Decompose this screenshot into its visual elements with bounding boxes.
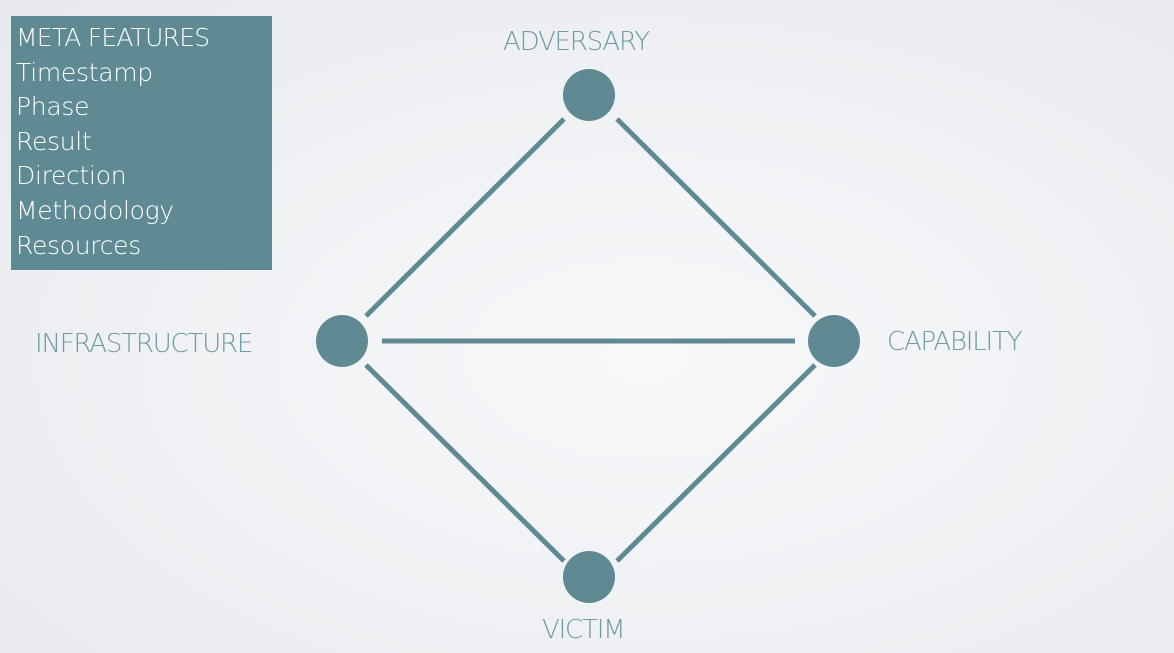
meta-feature-resources: Resources [16, 230, 141, 260]
node-capability [808, 315, 860, 367]
edge-adversary-capability [615, 117, 817, 318]
node-victim [563, 551, 615, 603]
meta-feature-methodology: Methodology [16, 195, 174, 225]
node-infrastructure [316, 315, 368, 367]
edge-adversary-infrastructure [364, 117, 566, 318]
meta-feature-result: Result [16, 126, 92, 156]
meta-feature-timestamp: Timestamp [16, 57, 153, 87]
label-victim: VICTIM [542, 615, 626, 645]
meta-feature-phase: Phase [16, 92, 90, 122]
meta-feature-direction: Direction [16, 161, 127, 191]
node-adversary [563, 69, 615, 121]
label-infrastructure: INFRASTRUCTURE [35, 329, 253, 359]
edge-infrastructure-victim [364, 363, 566, 563]
label-capability: CAPABILITY [887, 327, 1023, 357]
meta-features-title: META FEATURES [16, 23, 210, 52]
edge-capability-victim [615, 363, 817, 563]
label-adversary: ADVERSARY [503, 27, 650, 57]
meta-features-box: META FEATURES Timestamp Phase Result Dir… [11, 16, 272, 270]
